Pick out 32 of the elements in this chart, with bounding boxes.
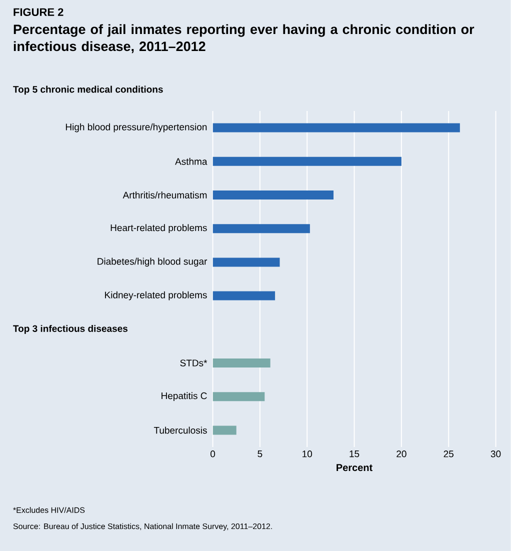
- bar: [212, 392, 265, 402]
- bar: [212, 358, 270, 368]
- bar: [212, 123, 460, 132]
- bar: [212, 156, 402, 166]
- bar: [212, 291, 276, 300]
- chart-subtitle: Percentage of jail inmates reporting ever having a chronic condition or infectious disease, 2011–2012: [14, 24, 474, 54]
- y-tick-label: STDs*: [180, 360, 208, 366]
- x-axis-title: Percent: [336, 464, 373, 472]
- y-tick-label: High blood pressure/hypertension: [66, 123, 207, 132]
- text: *Excludes HIV/AIDS: [13, 507, 85, 513]
- y-tick-label: Tuberculosis: [154, 426, 207, 434]
- y-tick-label: Arthritis/rheumatism: [122, 192, 207, 198]
- x-tick-label: 25: [444, 450, 454, 458]
- y-tick-label: Hepatitis C: [162, 392, 207, 402]
- source-note: Source: Bureau of Justice Statistics, National Inmate Survey, 2011–2012.: [13, 523, 272, 531]
- y-tick-label: Diabetes/high blood sugar: [98, 258, 208, 267]
- text: Top 5 chronic medical conditions: [13, 86, 163, 95]
- x-tick-label: 20: [396, 450, 406, 458]
- y-tick-label: Asthma: [175, 158, 208, 165]
- x-tick-label: 15: [350, 450, 360, 458]
- bar: [212, 258, 280, 267]
- x-tick-label: 10: [302, 450, 312, 458]
- bar: [212, 190, 334, 200]
- bar: [212, 224, 310, 234]
- x-tick-label: 5: [258, 450, 262, 458]
- y-tick-label: Heart-related problems: [110, 224, 207, 234]
- y-tick-label: Kidney-related problems: [105, 291, 207, 300]
- x-tick-label: 0: [210, 450, 216, 458]
- x-tick-label: 30: [490, 450, 501, 458]
- text: Top 3 infectious diseases: [13, 324, 128, 334]
- text: FIGURE 2: [14, 8, 64, 16]
- bar: [212, 426, 236, 435]
